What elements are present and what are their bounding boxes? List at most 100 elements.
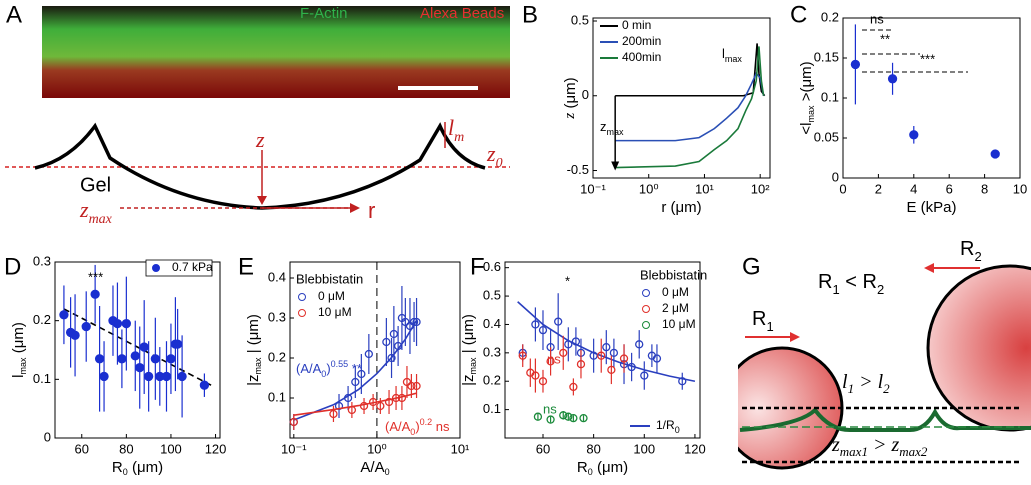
legend-swatch xyxy=(298,309,306,317)
data-point xyxy=(412,381,421,391)
annotation: ns xyxy=(543,401,557,416)
text-part: 0 xyxy=(496,156,503,171)
data-point xyxy=(609,348,619,357)
data-point xyxy=(139,342,149,352)
data-point xyxy=(357,369,366,379)
data-point xyxy=(569,413,578,423)
data-point xyxy=(531,371,540,380)
data-point xyxy=(407,381,416,391)
y-tick-label: 0.15 xyxy=(814,49,839,64)
x-tick-label: 2 xyxy=(875,181,882,196)
text-part: R xyxy=(960,238,974,260)
y-tick-label: 0 xyxy=(832,169,839,184)
text-part: < R xyxy=(840,271,877,293)
y-tick-label: 0.05 xyxy=(814,129,839,144)
annotation: * xyxy=(565,273,570,288)
data-point xyxy=(289,417,298,427)
legend-label: 0 μM xyxy=(318,289,345,303)
x-tick-label: 10⁰ xyxy=(639,181,659,196)
x-tick-label: 100 xyxy=(160,441,182,456)
data-point xyxy=(387,353,396,363)
data-point xyxy=(538,377,548,386)
text-part: max xyxy=(89,212,113,227)
text-part: A/A xyxy=(360,459,384,476)
x-axis-label: R0 (μm) xyxy=(577,459,628,477)
data-point xyxy=(635,340,644,349)
fit-line xyxy=(63,308,212,386)
x-tick-label: 10⁰ xyxy=(367,441,387,456)
data-point xyxy=(564,412,573,421)
text-part: 0.55 xyxy=(331,359,349,369)
label-r: r xyxy=(368,198,375,223)
data-point xyxy=(401,317,410,327)
annotation: (A/A0)0.2 ns xyxy=(385,417,450,437)
y-tick-label: -0.5 xyxy=(567,162,589,177)
y-tick-label: 0.1 xyxy=(33,371,51,386)
x-tick-label: 4 xyxy=(910,181,917,196)
data-point xyxy=(546,415,555,424)
plot-frame xyxy=(54,261,221,439)
y-tick-label: 0.3 xyxy=(33,253,51,268)
text-part: l xyxy=(878,371,884,393)
data-point xyxy=(546,357,555,366)
text-part: R xyxy=(577,459,588,476)
text-part: 0.2 xyxy=(420,417,433,427)
x-tick-label: 80 xyxy=(119,441,133,456)
text-part: 1/R xyxy=(656,418,675,432)
y-tick-label: 0.3 xyxy=(268,309,286,324)
y-axis-label: |zmax | (μm) xyxy=(245,314,263,386)
text-part: 2 xyxy=(877,282,884,297)
data-point xyxy=(59,310,69,320)
annotation: (A/A0)0.55 ** xyxy=(296,359,362,379)
label-gel: Gel xyxy=(80,174,111,196)
label-z0: z0 xyxy=(486,141,503,171)
label-zmax-compare: zmax1 > zmax2 xyxy=(831,434,928,460)
y-tick-label: 0.2 xyxy=(33,312,51,327)
panel-label: F xyxy=(470,253,485,280)
text-part: (A/A xyxy=(385,419,411,434)
legend-label: 400min xyxy=(622,50,661,64)
y-tick-label: 0.4 xyxy=(268,269,286,284)
y-tick-label: 0.4 xyxy=(483,316,501,331)
x-tick-label: 80 xyxy=(586,441,600,456)
legend-label: 0.7 kPa xyxy=(172,260,213,274)
data-point xyxy=(607,365,616,375)
annotation: ** xyxy=(880,31,890,46)
data-point xyxy=(597,351,606,360)
text-part: z xyxy=(831,434,840,456)
legend-label: 2 μM xyxy=(662,301,689,315)
legend-title: Blebbistatin xyxy=(640,267,707,282)
data-point xyxy=(990,149,1000,159)
panel-g: G R2 R1 < R2 R1 l1 > l2 zmax1 > zmax2 xyxy=(738,238,1031,470)
data-point xyxy=(559,411,568,420)
data-point xyxy=(117,354,127,364)
text-part: ** xyxy=(348,361,362,376)
data-point xyxy=(409,317,419,327)
data-point xyxy=(99,371,109,382)
x-axis-label: E (kPa) xyxy=(906,199,956,216)
data-point xyxy=(640,371,649,380)
data-point xyxy=(172,339,183,349)
y-axis-label: z (μm) xyxy=(562,77,579,119)
text-part: ) xyxy=(415,419,419,434)
text-part: z xyxy=(600,119,607,134)
x-tick-label: 60 xyxy=(536,441,550,456)
text-part: max2 xyxy=(899,444,928,459)
data-point xyxy=(112,318,123,329)
text-part: 0 xyxy=(321,369,326,379)
text-part: z xyxy=(562,113,578,120)
text-part: > xyxy=(854,371,878,393)
x-tick-label: 100 xyxy=(633,441,655,456)
data-point xyxy=(531,320,540,329)
annotation: *** xyxy=(920,51,935,66)
zmax-arrowhead xyxy=(611,161,620,171)
text-part: max xyxy=(468,357,478,375)
text-part: >(μm) xyxy=(798,61,815,105)
plot-frame xyxy=(504,261,701,439)
x-axis-label: R0 (μm) xyxy=(112,459,163,477)
data-point xyxy=(652,354,662,363)
text-part: (μm) xyxy=(10,322,27,357)
data-point xyxy=(343,393,353,403)
y-tick-label: 0 xyxy=(582,87,589,102)
label-beads: Alexa Beads xyxy=(420,5,504,22)
